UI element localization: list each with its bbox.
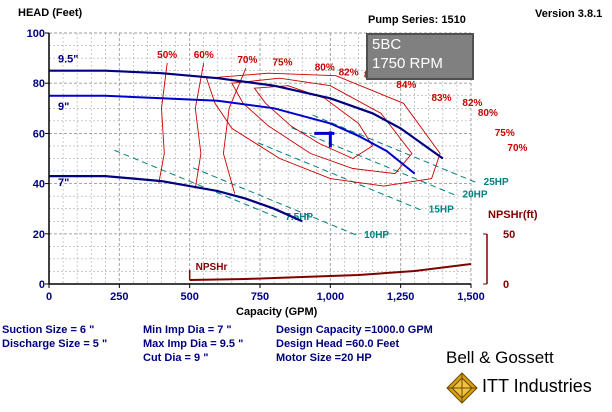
efficiency-label: 70% <box>507 143 527 154</box>
impeller-curves: 9.5" 9" 7" <box>49 54 444 223</box>
version-label: Version 3.8.1 <box>535 8 603 20</box>
efficiency-label: 50% <box>157 50 177 61</box>
npsh-curve <box>189 263 472 281</box>
y-tick-label: 60 <box>33 128 45 140</box>
discharge-size: Discharge Size = 5 " <box>2 338 108 350</box>
x-tick-label: 1,250 <box>387 291 415 303</box>
hp-label: 15HP <box>429 205 454 216</box>
model-name: 5BC <box>372 36 402 53</box>
npsh-axis-title: NPSHr(ft) <box>488 209 538 221</box>
impeller-curve <box>49 175 303 223</box>
max-imp-dia: Max Imp Dia = 9.5 " <box>143 338 244 350</box>
min-imp-dia: Min Imp Dia = 7 " <box>143 324 232 336</box>
hp-label: 10HP <box>364 230 389 241</box>
npsh-tick-label: 50 <box>503 229 515 241</box>
chart-labels: NPSHr <box>188 262 472 281</box>
design-head: Design Head =60.0 Feet <box>276 338 400 350</box>
cut-dia: Cut Dia = 9 " <box>143 352 209 364</box>
y-axis-title: HEAD (Feet) <box>18 7 83 19</box>
x-tick-label: 750 <box>251 291 269 303</box>
suction-size: Suction Size = 6 " <box>2 324 95 336</box>
hp-label: 20HP <box>463 190 488 201</box>
x-tick-label: 500 <box>180 291 198 303</box>
y-tick-label: 80 <box>33 78 45 90</box>
efficiency-contour <box>222 67 247 194</box>
design-capacity: Design Capacity =1000.0 GPM <box>276 324 433 336</box>
model-speed: 1750 RPM <box>372 55 443 72</box>
hp-line <box>114 149 280 219</box>
motor-size: Motor Size =20 HP <box>276 352 372 364</box>
itt-logo-icon <box>446 372 478 404</box>
model-box: 5BC 1750 RPM <box>366 33 474 80</box>
x-tick-label: 0 <box>46 291 52 303</box>
brand-name: Bell & Gossett <box>446 348 554 367</box>
efficiency-contour <box>205 72 441 187</box>
x-axis-title: Capacity (GPM) <box>236 306 318 318</box>
efficiency-contour <box>194 63 205 189</box>
efficiency-label: 82% <box>462 98 482 109</box>
efficiency-contour <box>231 77 413 175</box>
impeller-curve <box>49 69 444 160</box>
efficiency-label: 84% <box>396 80 416 91</box>
y-tick-label: 100 <box>27 28 45 40</box>
efficiency-contour <box>158 63 168 184</box>
npsh-curve-label: NPSHr <box>196 262 228 273</box>
impeller-label: 9" <box>58 101 69 113</box>
impeller-label: 7" <box>58 177 69 189</box>
efficiency-label: 75% <box>495 128 515 139</box>
efficiency-label: 60% <box>194 50 214 61</box>
axes: 0 250 500 750 1,000 1,250 1,500 0 20 40 60 80 100 0 50… <box>27 28 538 303</box>
x-tick-label: 1,500 <box>457 291 485 303</box>
impeller-label: 9.5" <box>58 54 79 66</box>
impeller-curve <box>49 94 416 175</box>
x-tick-label: 1,000 <box>317 291 345 303</box>
y-tick-label: 40 <box>33 179 45 191</box>
hp-lines: 7.5HP 10HP 15HP 20HP 25HP <box>114 114 509 241</box>
efficiency-contour <box>253 85 374 160</box>
pump-series: Pump Series: 1510 <box>368 14 466 26</box>
y-tick-label: 20 <box>33 229 45 241</box>
efficiency-label: 82% <box>339 68 359 79</box>
y-tick-label: 0 <box>39 279 45 291</box>
efficiency-label: 83% <box>431 93 451 104</box>
efficiency-label: 80% <box>478 108 498 119</box>
efficiency-label: 80% <box>315 63 335 74</box>
x-tick-label: 250 <box>110 291 128 303</box>
hp-label: 25HP <box>484 177 509 188</box>
efficiency-label: 70% <box>237 55 257 66</box>
efficiency-label: 75% <box>273 58 293 69</box>
npsh-tick-label: 0 <box>503 279 509 291</box>
brand-division: ITT Industries <box>482 376 592 396</box>
hp-label: 7.5HP <box>285 212 313 223</box>
